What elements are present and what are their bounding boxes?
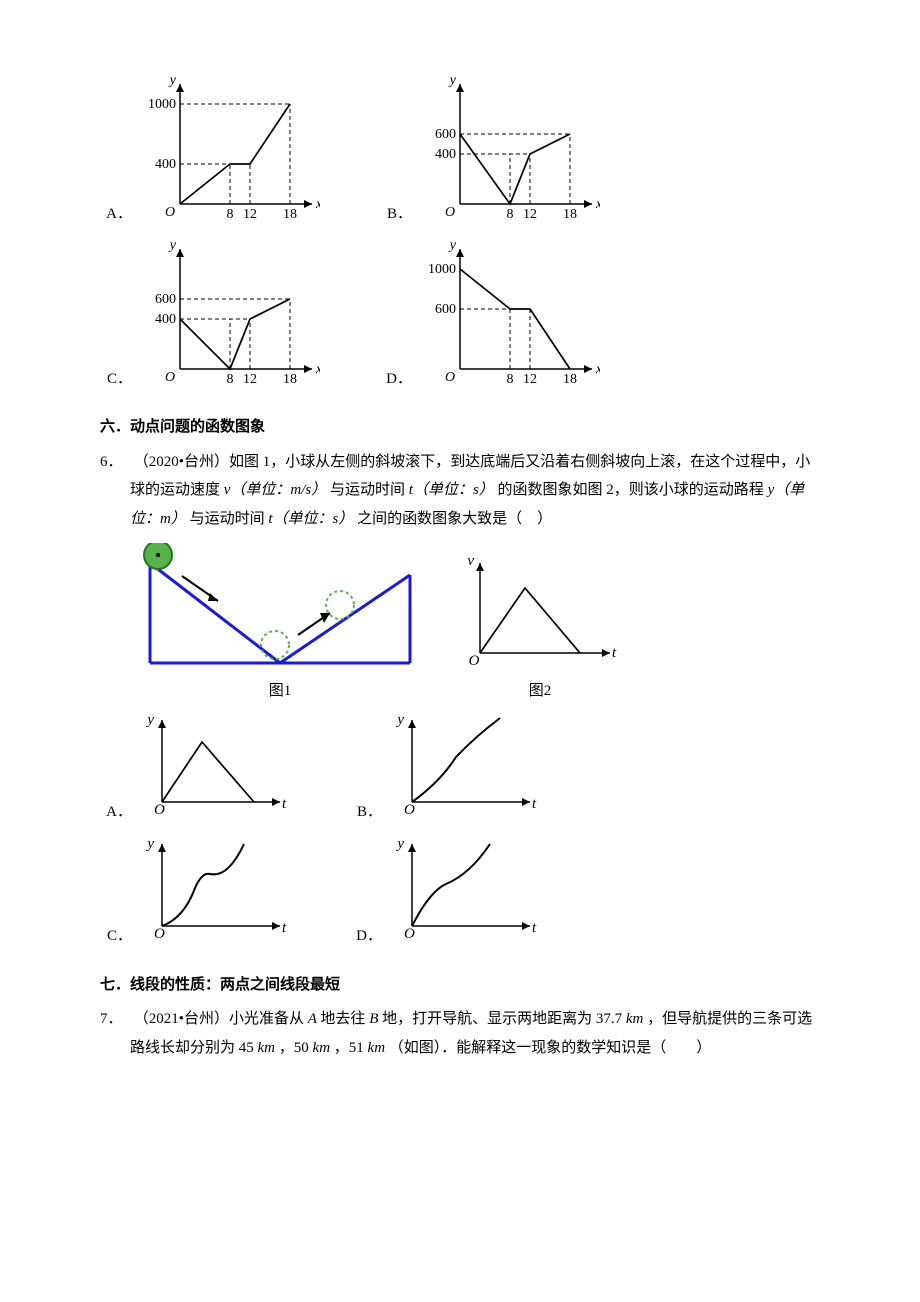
t-expr: t（单位：s） bbox=[409, 482, 494, 498]
svg-text:t: t bbox=[282, 920, 287, 936]
q7-body-7: （如图）．能解释这一现象的数学知识是（ ） bbox=[389, 1040, 712, 1056]
svg-text:y: y bbox=[145, 712, 154, 728]
q6-figure-2: O v t 图2 bbox=[460, 553, 620, 706]
q6-option-b-label: B． bbox=[350, 798, 390, 833]
question-7-text: 7． （2021•台州）小光准备从 A 地去往 B 地，打开导航、显示两地距离为… bbox=[100, 1005, 820, 1062]
q5-chart-a: O y x 1000 400 8 12 18 bbox=[140, 74, 320, 235]
svg-text:x: x bbox=[595, 197, 600, 212]
q6-row-1: A． O y t B． O y t bbox=[100, 712, 820, 833]
option-a-label: A． bbox=[100, 200, 140, 235]
q6-row-2: C． O y t D． O y bbox=[100, 836, 820, 957]
question-6-number: 6． bbox=[100, 448, 130, 477]
svg-text:y: y bbox=[448, 74, 457, 88]
svg-text:O: O bbox=[445, 205, 455, 220]
q6-chart-d: O y t bbox=[390, 836, 540, 957]
svg-text:600: 600 bbox=[435, 127, 456, 142]
svg-text:y: y bbox=[168, 74, 177, 88]
question-6-text: 6． （2020•台州）如图 1，小球从左侧的斜坡滚下，到达底端后又沿着右侧斜坡… bbox=[100, 448, 820, 534]
svg-text:O: O bbox=[154, 926, 165, 942]
question-6-body-3: 的函数图象如图 2，则该小球的运动路程 bbox=[498, 482, 764, 498]
option-b-label: B． bbox=[380, 200, 420, 235]
q5-row-2: C． O y x 600 400 8 12 18 bbox=[100, 239, 820, 400]
svg-text:y: y bbox=[448, 239, 457, 253]
q7-km4: km bbox=[368, 1040, 386, 1056]
q7-km2: km bbox=[258, 1040, 276, 1056]
v-expr: v（单位：m/s） bbox=[224, 482, 327, 498]
svg-text:t: t bbox=[532, 796, 537, 812]
svg-text:400: 400 bbox=[435, 147, 456, 162]
svg-text:12: 12 bbox=[523, 372, 537, 387]
svg-text:y: y bbox=[395, 836, 404, 852]
question-6-body-4: 与运动时间 bbox=[190, 511, 265, 527]
option-d-label: D． bbox=[380, 365, 420, 400]
q7-body-3: 地，打开导航、显示两地距离为 37.7 bbox=[382, 1011, 622, 1027]
q5-row-1: A． O y x 1000 400 8 12 18 bbox=[100, 74, 820, 235]
section-7-title: 七．线段的性质：两点之间线段最短 bbox=[100, 971, 820, 1000]
q5-chart-b: O y x 600 400 8 12 18 bbox=[420, 74, 600, 235]
q6-option-c-label: C． bbox=[100, 922, 140, 957]
section-6-title: 六．动点问题的函数图象 bbox=[100, 413, 820, 442]
option-c-label: C． bbox=[100, 365, 140, 400]
svg-text:y: y bbox=[168, 239, 177, 253]
svg-text:O: O bbox=[165, 370, 175, 385]
svg-text:18: 18 bbox=[283, 207, 297, 222]
svg-text:O: O bbox=[404, 926, 415, 942]
svg-text:x: x bbox=[595, 362, 600, 377]
q5-chart-c: O y x 600 400 8 12 18 bbox=[140, 239, 320, 400]
svg-text:O: O bbox=[469, 653, 480, 669]
svg-text:O: O bbox=[154, 802, 165, 818]
svg-text:t: t bbox=[282, 796, 287, 812]
svg-text:O: O bbox=[165, 205, 175, 220]
q6-chart-b: O y t bbox=[390, 712, 540, 833]
q7-body-2: 地去往 bbox=[320, 1011, 365, 1027]
svg-text:18: 18 bbox=[283, 372, 297, 387]
question-6-body-2: 与运动时间 bbox=[330, 482, 405, 498]
svg-text:400: 400 bbox=[155, 157, 176, 172]
svg-text:18: 18 bbox=[563, 207, 577, 222]
svg-text:x: x bbox=[315, 197, 320, 212]
t-expr2: t（单位：s） bbox=[268, 511, 353, 527]
svg-text:12: 12 bbox=[243, 372, 257, 387]
question-6-body-5: 之间的函数图象大致是（ ） bbox=[357, 511, 552, 527]
svg-text:8: 8 bbox=[507, 372, 514, 387]
svg-text:t: t bbox=[612, 645, 617, 661]
question-7-number: 7． bbox=[100, 1005, 130, 1034]
q7-km1: km bbox=[626, 1011, 644, 1027]
svg-text:x: x bbox=[315, 362, 320, 377]
q6-chart-c: O y t bbox=[140, 836, 290, 957]
fig2-label: 图2 bbox=[529, 677, 552, 706]
svg-text:12: 12 bbox=[523, 207, 537, 222]
q6-chart-a: O y t bbox=[140, 712, 290, 833]
svg-text:400: 400 bbox=[155, 312, 176, 327]
svg-text:8: 8 bbox=[227, 372, 234, 387]
q7-km3: km bbox=[313, 1040, 331, 1056]
fig1-label: 图1 bbox=[269, 677, 292, 706]
svg-text:y: y bbox=[395, 712, 404, 728]
q6-figure-1: 图1 bbox=[140, 543, 420, 706]
svg-text:600: 600 bbox=[435, 302, 456, 317]
svg-text:18: 18 bbox=[563, 372, 577, 387]
svg-text:1000: 1000 bbox=[148, 97, 176, 112]
q7-body-6: ，51 bbox=[334, 1040, 364, 1056]
q7-body-5: ，50 bbox=[279, 1040, 309, 1056]
q5-chart-d: O y x 1000 600 8 12 18 bbox=[420, 239, 600, 400]
q6-option-a-label: A． bbox=[100, 798, 140, 833]
svg-text:O: O bbox=[445, 370, 455, 385]
q7-body-1: （2021•台州）小光准备从 bbox=[134, 1011, 304, 1027]
svg-text:v: v bbox=[467, 553, 474, 569]
q7-A: A bbox=[308, 1011, 321, 1027]
svg-text:8: 8 bbox=[227, 207, 234, 222]
svg-text:600: 600 bbox=[155, 292, 176, 307]
q7-B: B bbox=[369, 1011, 382, 1027]
svg-text:t: t bbox=[532, 920, 537, 936]
svg-text:1000: 1000 bbox=[428, 262, 456, 277]
q6-figures: 图1 O v t 图2 bbox=[140, 543, 820, 706]
q6-option-d-label: D． bbox=[350, 922, 390, 957]
svg-text:O: O bbox=[404, 802, 415, 818]
svg-text:8: 8 bbox=[507, 207, 514, 222]
svg-text:y: y bbox=[145, 836, 154, 852]
svg-text:12: 12 bbox=[243, 207, 257, 222]
